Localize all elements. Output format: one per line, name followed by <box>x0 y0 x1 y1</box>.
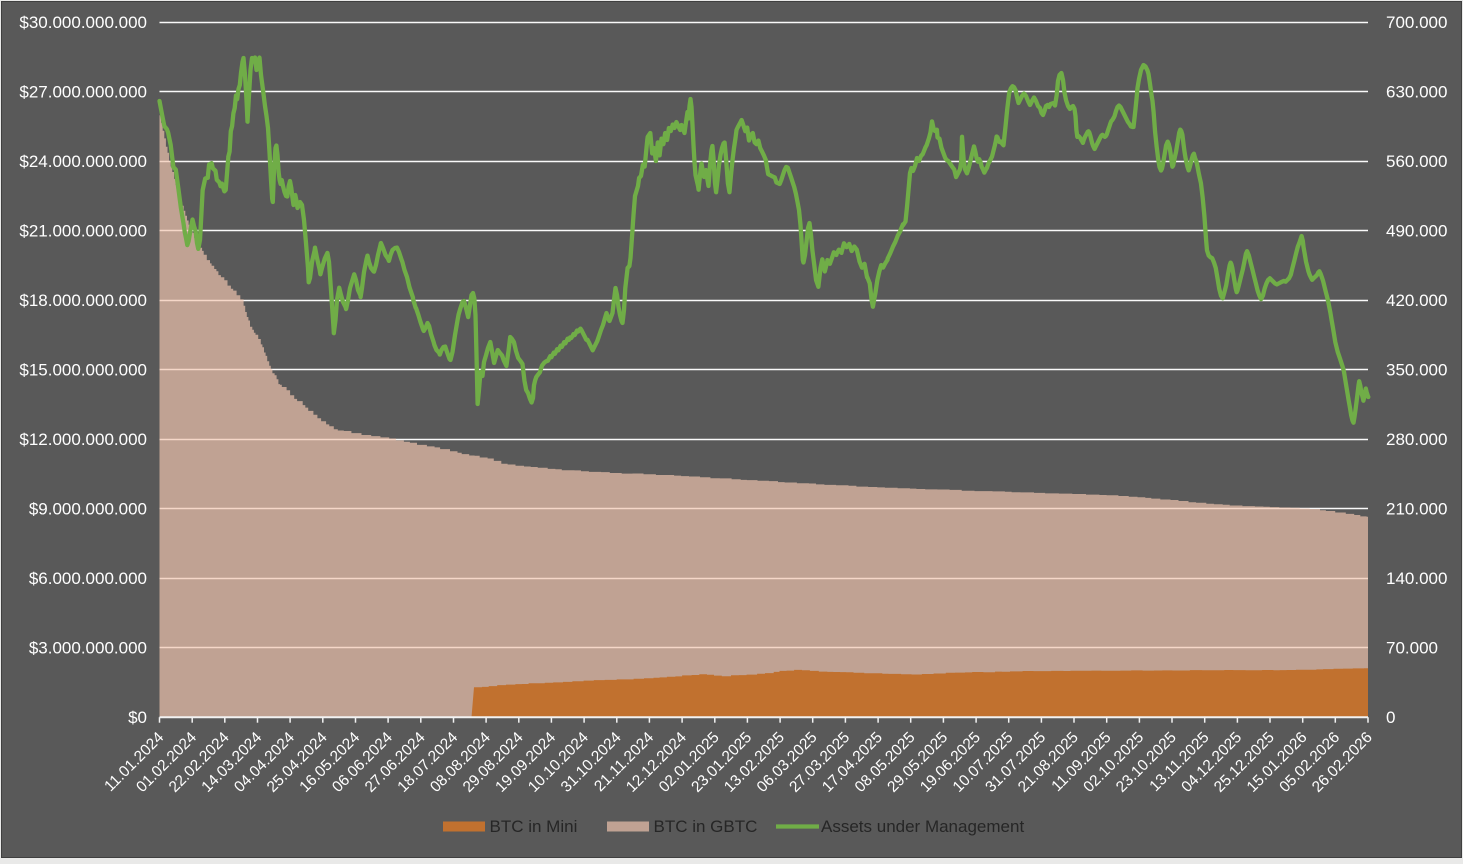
svg-text:560.000: 560.000 <box>1386 152 1447 171</box>
svg-text:$9.000.000.000: $9.000.000.000 <box>29 499 147 518</box>
svg-text:BTC in GBTC: BTC in GBTC <box>654 817 758 836</box>
svg-text:$6.000.000.000: $6.000.000.000 <box>29 569 147 588</box>
svg-text:$21.000.000.000: $21.000.000.000 <box>19 222 147 241</box>
svg-text:0: 0 <box>1386 708 1395 727</box>
svg-text:140.000: 140.000 <box>1386 569 1447 588</box>
svg-text:$27.000.000.000: $27.000.000.000 <box>19 83 147 102</box>
svg-text:$30.000.000.000: $30.000.000.000 <box>19 13 147 32</box>
svg-text:210.000: 210.000 <box>1386 499 1447 518</box>
svg-text:350.000: 350.000 <box>1386 361 1447 380</box>
svg-text:BTC in Mini: BTC in Mini <box>490 817 578 836</box>
svg-text:70.000: 70.000 <box>1386 638 1438 657</box>
svg-text:490.000: 490.000 <box>1386 222 1447 241</box>
svg-text:420.000: 420.000 <box>1386 291 1447 310</box>
svg-text:$12.000.000.000: $12.000.000.000 <box>19 430 147 449</box>
svg-text:700.000: 700.000 <box>1386 13 1447 32</box>
svg-text:630.000: 630.000 <box>1386 83 1447 102</box>
svg-text:280.000: 280.000 <box>1386 430 1447 449</box>
svg-text:$15.000.000.000: $15.000.000.000 <box>19 361 147 380</box>
svg-text:$3.000.000.000: $3.000.000.000 <box>29 638 147 657</box>
svg-text:Assets under Management: Assets under Management <box>821 817 1024 836</box>
svg-text:$24.000.000.000: $24.000.000.000 <box>19 152 147 171</box>
svg-text:$0: $0 <box>128 708 147 727</box>
svg-text:$18.000.000.000: $18.000.000.000 <box>19 291 147 310</box>
